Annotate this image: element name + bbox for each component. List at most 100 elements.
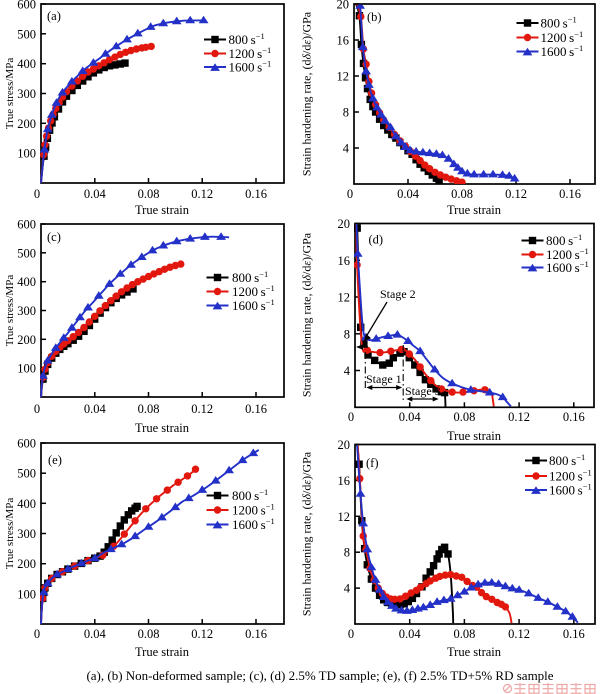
svg-text:4: 4 — [344, 364, 351, 378]
svg-text:0.16: 0.16 — [245, 187, 267, 201]
svg-text:4: 4 — [344, 582, 351, 596]
svg-text:1600 s−1: 1600 s−1 — [232, 516, 275, 532]
svg-text:0.04: 0.04 — [399, 627, 422, 641]
svg-text:300: 300 — [17, 304, 36, 318]
svg-text:0.08: 0.08 — [138, 402, 160, 416]
svg-text:(a): (a) — [47, 9, 61, 23]
svg-text:600: 600 — [17, 218, 36, 232]
svg-text:0: 0 — [34, 402, 40, 416]
svg-text:8: 8 — [344, 327, 350, 341]
svg-text:True strain: True strain — [447, 203, 502, 217]
svg-text:800 s−1: 800 s−1 — [232, 487, 268, 503]
svg-text:400: 400 — [17, 275, 36, 289]
svg-text:Strain hardening rate, (dδ/dε): Strain hardening rate, (dδ/dε)/GPa — [300, 232, 314, 397]
svg-text:0.04: 0.04 — [399, 410, 422, 424]
svg-text:1600 s−1: 1600 s−1 — [232, 297, 275, 313]
svg-text:0: 0 — [34, 627, 40, 641]
svg-text:800 s−1: 800 s−1 — [541, 15, 577, 31]
svg-text:1600 s−1: 1600 s−1 — [549, 482, 592, 498]
svg-text:0.12: 0.12 — [191, 187, 213, 201]
svg-text:Strain hardening rate, (dδ/dε): Strain hardening rate, (dδ/dε)/GPa — [300, 451, 314, 616]
svg-text:300: 300 — [17, 87, 36, 101]
svg-text:20: 20 — [337, 0, 350, 12]
svg-text:0.04: 0.04 — [397, 187, 420, 201]
svg-text:0.04: 0.04 — [84, 187, 107, 201]
svg-text:True strain: True strain — [447, 645, 502, 659]
svg-text:12: 12 — [338, 291, 351, 305]
svg-text:1600 s−1: 1600 s−1 — [546, 259, 589, 275]
svg-text:0.12: 0.12 — [505, 187, 527, 201]
svg-text:(f): (f) — [366, 456, 379, 470]
svg-text:8: 8 — [343, 106, 349, 120]
svg-text:0.04: 0.04 — [84, 402, 107, 416]
svg-text:12: 12 — [338, 510, 351, 524]
svg-text:800 s−1: 800 s−1 — [229, 31, 265, 47]
svg-text:1200 s−1: 1200 s−1 — [229, 45, 272, 61]
svg-text:(a), (b) Non-deformed sample;: (a), (b) Non-deformed sample; (c), (d) 2… — [86, 668, 553, 683]
svg-text:0: 0 — [347, 187, 353, 201]
svg-text:800 s−1: 800 s−1 — [549, 452, 585, 468]
svg-text:1600 s−1: 1600 s−1 — [541, 43, 584, 59]
svg-text:Stage 3: Stage 3 — [405, 384, 441, 398]
svg-text:(c): (c) — [47, 230, 61, 244]
svg-text:1200 s−1: 1200 s−1 — [541, 29, 584, 45]
svg-text:16: 16 — [337, 34, 350, 48]
svg-text:0.12: 0.12 — [191, 402, 213, 416]
svg-text:500: 500 — [17, 27, 36, 41]
svg-text:500: 500 — [17, 246, 36, 260]
svg-text:0.16: 0.16 — [245, 402, 267, 416]
svg-text:1200 s−1: 1200 s−1 — [232, 502, 275, 518]
svg-text:Stage 2: Stage 2 — [380, 287, 416, 301]
svg-text:1200 s−1: 1200 s−1 — [232, 283, 275, 299]
svg-text:200: 200 — [17, 333, 36, 347]
svg-text:1200 s−1: 1200 s−1 — [546, 246, 589, 262]
svg-text:0.16: 0.16 — [563, 627, 585, 641]
svg-text:0.12: 0.12 — [508, 410, 530, 424]
svg-text:400: 400 — [17, 497, 36, 511]
svg-text:16: 16 — [338, 254, 351, 268]
svg-text:800 s−1: 800 s−1 — [232, 269, 268, 285]
svg-text:200: 200 — [17, 117, 36, 131]
svg-text:20: 20 — [338, 438, 351, 452]
svg-text:500: 500 — [17, 467, 36, 481]
svg-text:True stress/MPa: True stress/MPa — [4, 58, 16, 130]
svg-text:0.08: 0.08 — [138, 627, 160, 641]
svg-text:0.16: 0.16 — [559, 187, 581, 201]
svg-text:True stress/MPa: True stress/MPa — [4, 275, 16, 347]
svg-text:8: 8 — [344, 546, 350, 560]
svg-text:1600 s−1: 1600 s−1 — [229, 59, 272, 75]
svg-text:300: 300 — [17, 527, 36, 541]
svg-text:True strain: True strain — [135, 203, 190, 217]
svg-text:0.04: 0.04 — [84, 627, 107, 641]
svg-text:600: 600 — [17, 437, 36, 451]
svg-text:0.08: 0.08 — [138, 187, 160, 201]
svg-text:4: 4 — [343, 142, 350, 156]
svg-text:0: 0 — [34, 187, 40, 201]
svg-text:(b): (b) — [367, 10, 382, 24]
svg-text:0.16: 0.16 — [245, 627, 267, 641]
svg-text:0.16: 0.16 — [563, 410, 585, 424]
svg-text:400: 400 — [17, 57, 36, 71]
svg-text:(d): (d) — [369, 233, 384, 247]
svg-text:1200 s−1: 1200 s−1 — [549, 468, 592, 484]
svg-text:0.08: 0.08 — [453, 410, 475, 424]
svg-text:0: 0 — [348, 410, 354, 424]
svg-text:0.08: 0.08 — [453, 627, 475, 641]
svg-text:True strain: True strain — [135, 421, 190, 435]
svg-text:0: 0 — [348, 627, 354, 641]
svg-text:Stage 1: Stage 1 — [366, 372, 402, 386]
svg-text:800 s−1: 800 s−1 — [546, 232, 582, 248]
svg-text:600: 600 — [17, 0, 36, 12]
svg-text:(e): (e) — [48, 453, 62, 467]
svg-text:200: 200 — [17, 557, 36, 571]
svg-text:Strain hardening rate, (dδ/dε): Strain hardening rate, (dδ/dε)/GPa — [300, 11, 314, 176]
svg-text:True stress/MPa: True stress/MPa — [4, 498, 16, 570]
svg-text:True strain: True strain — [135, 645, 190, 659]
svg-text:100: 100 — [17, 587, 36, 601]
svg-text:0.12: 0.12 — [191, 627, 213, 641]
svg-text:0.08: 0.08 — [451, 187, 473, 201]
svg-text:100: 100 — [17, 147, 36, 161]
svg-text:12: 12 — [337, 70, 350, 84]
svg-text:16: 16 — [338, 474, 351, 488]
svg-text:100: 100 — [17, 362, 36, 376]
